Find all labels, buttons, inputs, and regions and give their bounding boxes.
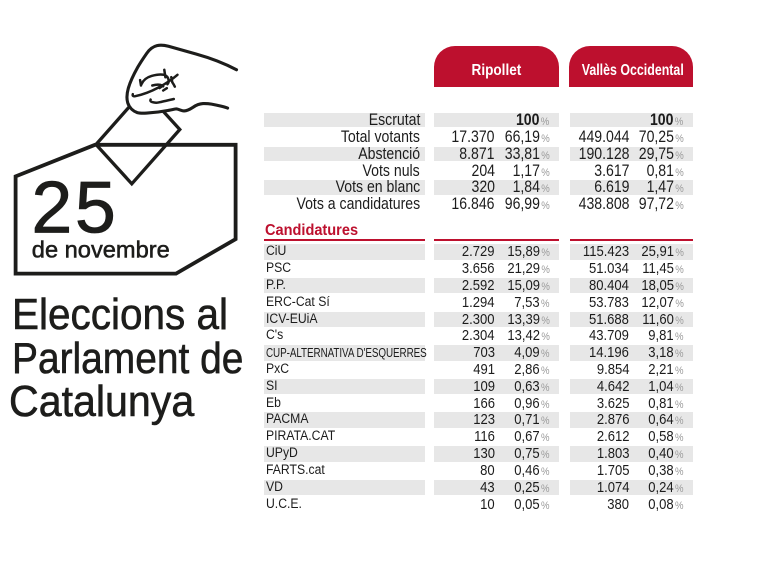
svg-text:25: 25 [31,166,118,249]
svg-text:de novembre: de novembre [32,237,170,263]
